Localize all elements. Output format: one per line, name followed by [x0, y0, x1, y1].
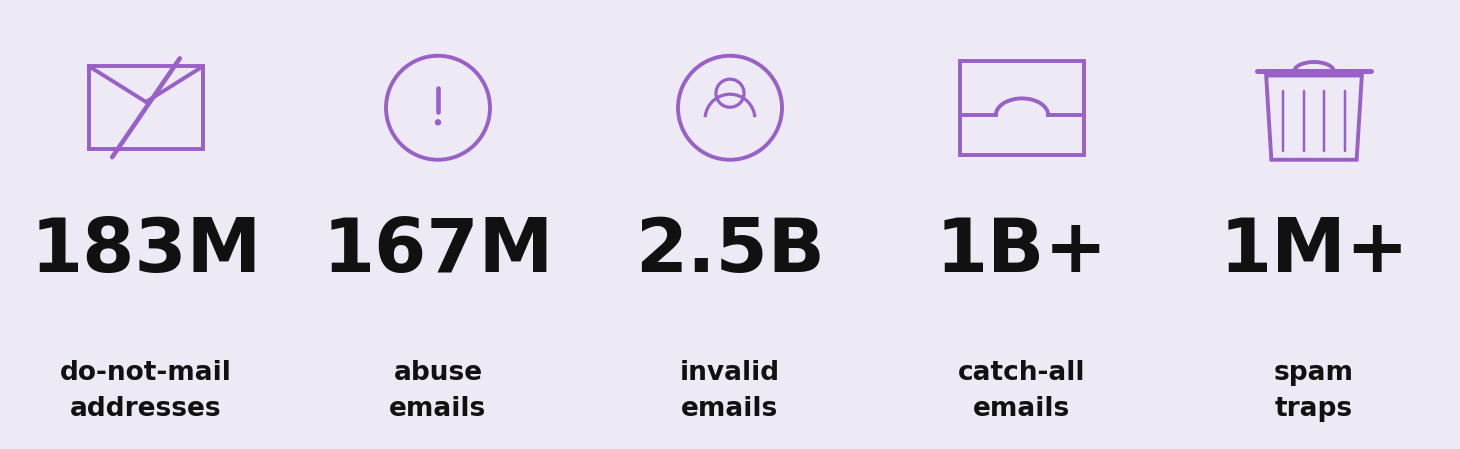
- Text: 1M+: 1M+: [1219, 215, 1409, 288]
- Ellipse shape: [435, 120, 441, 125]
- Text: 167M: 167M: [323, 215, 553, 288]
- Text: 183M: 183M: [31, 215, 261, 288]
- Text: 1B+: 1B+: [936, 215, 1108, 288]
- Text: 2.5B: 2.5B: [635, 215, 825, 288]
- Text: do-not-mail
addresses: do-not-mail addresses: [60, 360, 232, 422]
- Text: invalid
emails: invalid emails: [680, 360, 780, 422]
- Text: abuse
emails: abuse emails: [390, 360, 486, 422]
- Text: catch-all
emails: catch-all emails: [958, 360, 1086, 422]
- Text: spam
traps: spam traps: [1275, 360, 1353, 422]
